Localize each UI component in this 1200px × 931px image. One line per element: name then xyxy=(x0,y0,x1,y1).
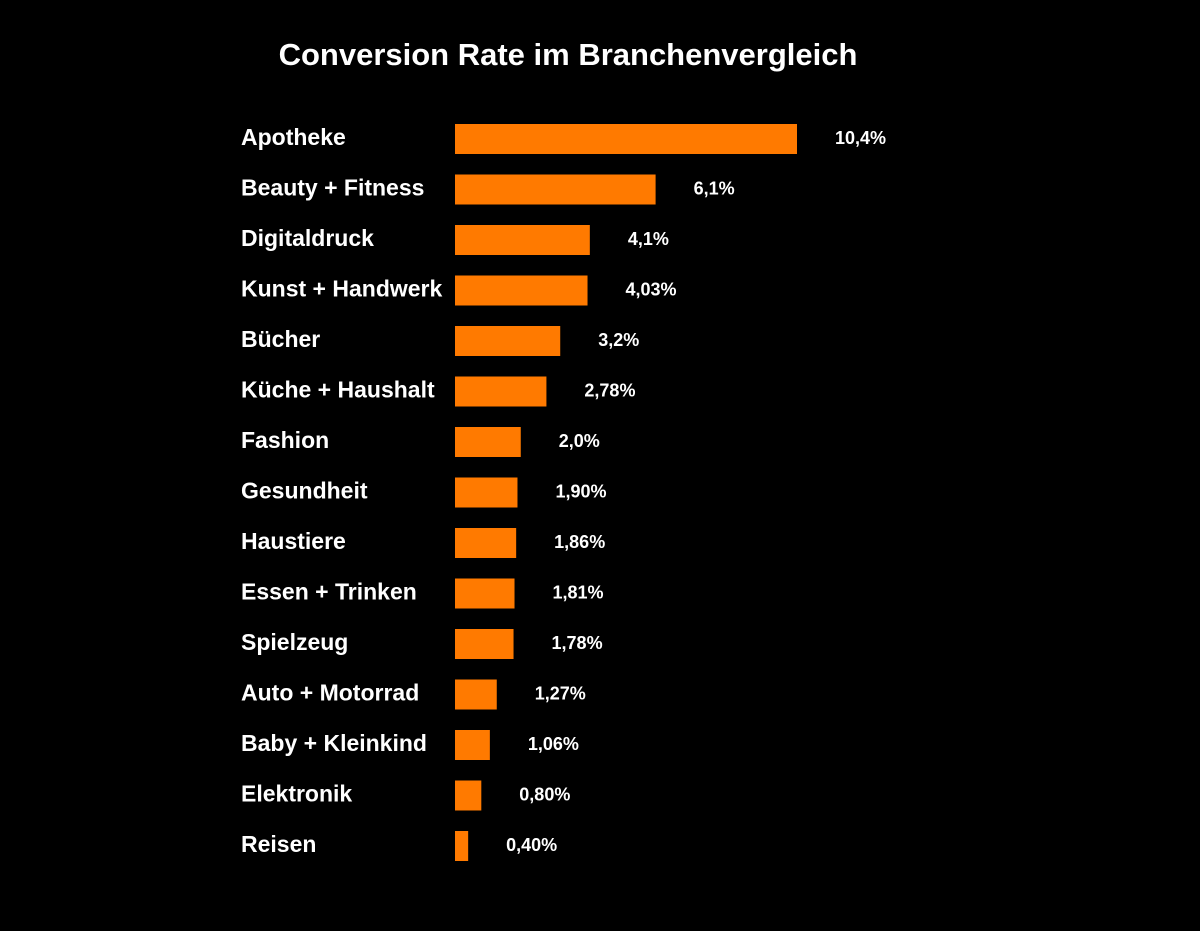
category-label: Digitaldruck xyxy=(241,225,374,251)
value-label: 0,80% xyxy=(519,784,570,804)
category-label: Apotheke xyxy=(241,124,346,150)
category-label: Fashion xyxy=(241,427,329,453)
category-label: Gesundheit xyxy=(241,478,368,504)
bar xyxy=(455,326,561,356)
bar xyxy=(455,275,588,306)
value-label: 1,78% xyxy=(552,633,603,653)
category-label: Bücher xyxy=(241,326,320,352)
bar xyxy=(455,528,517,558)
value-label: 1,06% xyxy=(528,734,579,754)
bar xyxy=(455,427,521,457)
value-label: 4,03% xyxy=(626,279,677,299)
value-label: 6,1% xyxy=(694,178,735,198)
category-label: Baby + Kleinkind xyxy=(241,730,427,756)
value-label: 1,27% xyxy=(535,683,586,703)
value-label: 3,2% xyxy=(598,330,639,350)
bar xyxy=(455,124,797,154)
value-label: 2,0% xyxy=(559,431,600,451)
category-label: Haustiere xyxy=(241,528,346,554)
value-label: 1,90% xyxy=(555,481,606,501)
bar xyxy=(455,831,469,861)
bar xyxy=(455,174,656,205)
category-label: Kunst + Handwerk xyxy=(241,276,443,302)
category-label: Küche + Haushalt xyxy=(241,377,435,403)
value-label: 2,78% xyxy=(584,380,635,400)
value-label: 1,81% xyxy=(553,582,604,602)
value-label: 0,40% xyxy=(506,835,557,855)
value-label: 4,1% xyxy=(628,229,669,249)
category-label: Reisen xyxy=(241,831,316,857)
bar xyxy=(455,730,490,760)
value-label: 10,4% xyxy=(835,128,886,148)
bar xyxy=(455,225,590,255)
category-label: Spielzeug xyxy=(241,629,348,655)
bar xyxy=(455,780,482,811)
chart-title: Conversion Rate im Branchenvergleich xyxy=(279,37,858,72)
bar xyxy=(455,629,514,659)
category-label: Essen + Trinken xyxy=(241,579,417,605)
category-label: Auto + Motorrad xyxy=(241,680,419,706)
value-label: 1,86% xyxy=(554,532,605,552)
bar xyxy=(455,376,547,407)
category-label: Elektronik xyxy=(241,781,352,807)
bar xyxy=(455,679,497,710)
category-label: Beauty + Fitness xyxy=(241,175,424,201)
bar xyxy=(455,578,515,609)
bar xyxy=(455,477,518,508)
